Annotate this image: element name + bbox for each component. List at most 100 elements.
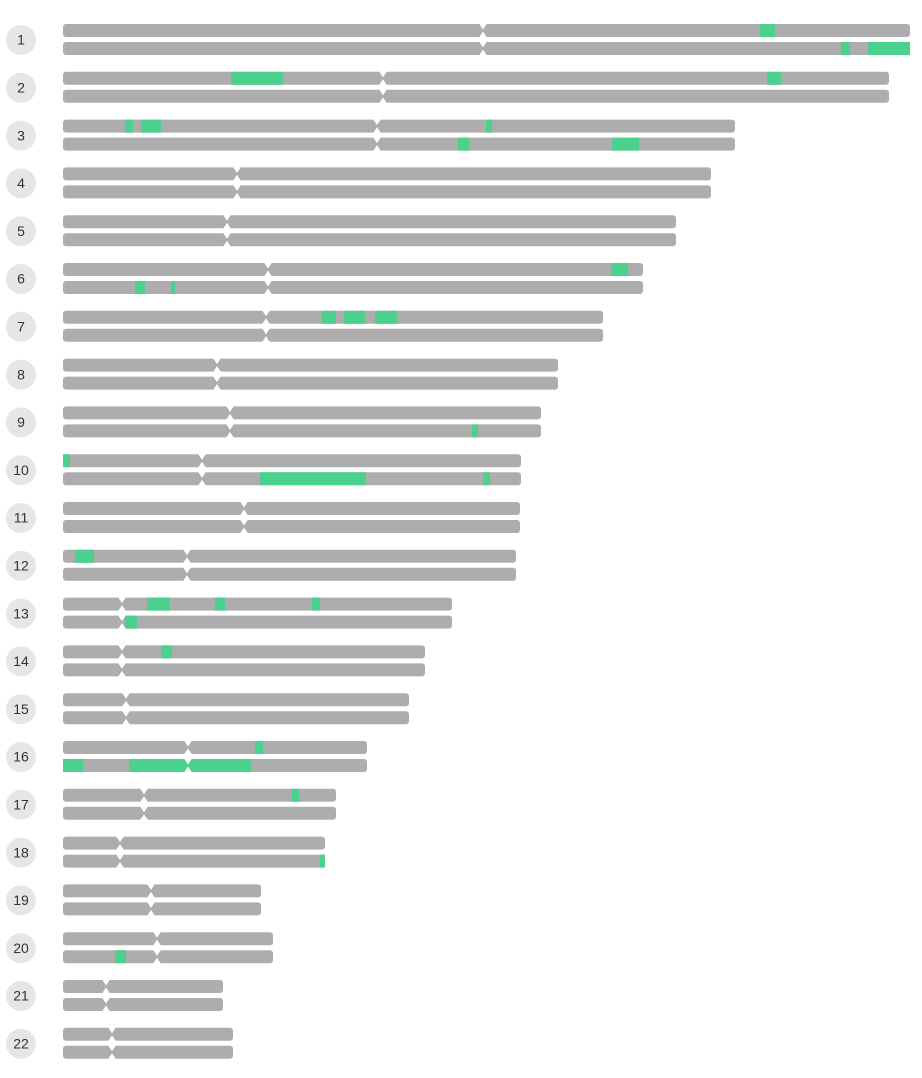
chromosome-label: 19 [13, 892, 29, 908]
chromatid [63, 328, 603, 342]
segment [322, 310, 336, 324]
chromatid [63, 980, 223, 993]
centromere-notch [118, 623, 126, 630]
chromosome-badge [6, 455, 36, 486]
chromatid [63, 1027, 233, 1041]
chromosome-label: 3 [17, 127, 25, 143]
chromosome-badge [6, 789, 36, 820]
centromere-notch [213, 358, 221, 365]
centromere-notch [184, 740, 192, 747]
chromatid [63, 89, 889, 103]
centromere-notch [479, 49, 487, 56]
centromere-notch [153, 957, 161, 964]
centromere-notch [147, 901, 155, 908]
centromere-notch [153, 949, 161, 956]
centromere-notch [233, 192, 241, 199]
centromere-notch [226, 431, 234, 438]
chromatid [63, 950, 273, 964]
chromosome-label: 17 [13, 797, 29, 813]
chromosome-badge [6, 1028, 36, 1059]
chromatid [63, 884, 261, 898]
centromere-notch [264, 270, 272, 277]
centromere-notch [240, 509, 248, 516]
centromere-notch [140, 806, 148, 813]
chromatid [63, 615, 452, 629]
centromere-notch [226, 405, 234, 412]
segment [320, 854, 325, 868]
segment [147, 597, 170, 611]
centromere-notch [108, 1035, 116, 1042]
centromere-notch [184, 748, 192, 755]
centromere-notch [118, 644, 126, 651]
centromere-notch [118, 605, 126, 612]
centromere-notch [373, 127, 381, 134]
segment [135, 281, 145, 294]
centromere-notch [116, 854, 124, 861]
chromosome-badge [6, 933, 36, 964]
chromosome-badge [6, 216, 36, 247]
centromere-notch [183, 549, 191, 556]
centromere-notch [108, 1053, 116, 1060]
centromere-notch [240, 519, 248, 526]
centromere-notch [479, 41, 487, 48]
segment [129, 759, 188, 772]
centromere-notch [223, 240, 231, 247]
centromere-notch [118, 662, 126, 669]
centromere-notch [373, 119, 381, 126]
chromatid [63, 1045, 233, 1059]
centromere-notch [102, 997, 110, 1004]
chromatid [63, 24, 910, 37]
centromere-notch [122, 718, 130, 725]
chromosome-label: 8 [17, 366, 25, 382]
chromatid [63, 185, 711, 199]
segment [215, 597, 225, 611]
chromatid [63, 263, 643, 276]
centromere-notch [198, 471, 206, 478]
chromatid [63, 645, 425, 659]
chromosome-label: 15 [13, 701, 29, 717]
centromere-notch [108, 1027, 116, 1034]
centromere-notch [223, 222, 231, 229]
chromatid [63, 376, 558, 390]
chromatid [63, 836, 325, 850]
centromere-notch [379, 89, 387, 96]
centromere-notch [147, 891, 155, 898]
centromere-notch [122, 710, 130, 717]
chromosome-label: 14 [13, 653, 29, 669]
centromere-notch [108, 1045, 116, 1052]
chromatid [63, 932, 273, 946]
chromosome-badge [6, 25, 36, 55]
segment [161, 645, 172, 659]
segment [611, 263, 628, 276]
centromere-notch [118, 652, 126, 659]
segment [312, 597, 320, 611]
centromere-notch [116, 836, 124, 843]
chromatid [63, 167, 711, 181]
centromere-notch [147, 909, 155, 916]
chromosome-badge [6, 72, 36, 103]
segment [260, 472, 366, 486]
chromosome-label: 13 [13, 605, 29, 621]
centromere-notch [102, 979, 110, 986]
chromatid [63, 854, 325, 868]
centromere-notch [373, 145, 381, 152]
chromosome-label: 2 [17, 80, 25, 96]
centromere-notch [479, 23, 487, 30]
centromere-notch [140, 814, 148, 821]
centromere-notch [102, 987, 110, 994]
chromosome-label: 18 [13, 844, 29, 860]
centromere-notch [240, 501, 248, 508]
chromosome-label: 1 [17, 32, 25, 48]
chromatid [63, 806, 336, 820]
segment [472, 424, 478, 438]
centromere-notch [183, 567, 191, 574]
chromatid [63, 358, 558, 372]
chromosome-label: 21 [13, 988, 29, 1004]
chromatid [63, 281, 643, 294]
chromatid [63, 119, 735, 133]
centromere-notch [102, 1005, 110, 1012]
chromatid [63, 520, 520, 533]
centromere-notch [198, 479, 206, 486]
chromatid [63, 902, 261, 916]
